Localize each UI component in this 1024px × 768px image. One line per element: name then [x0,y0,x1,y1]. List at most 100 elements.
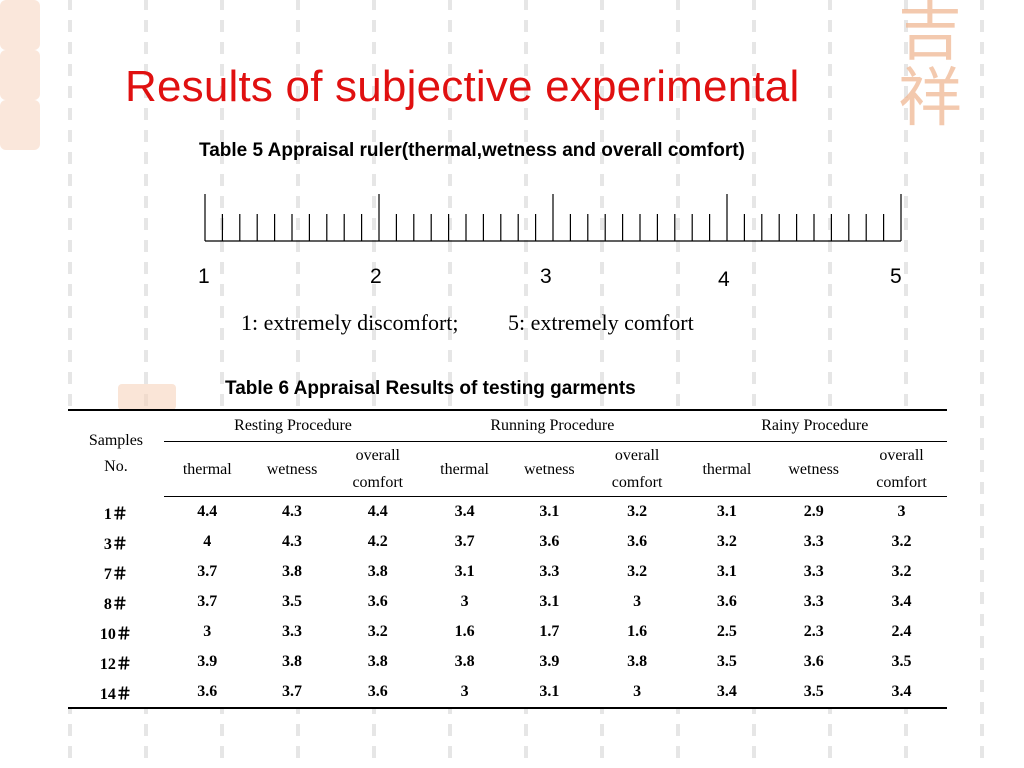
ruler-label: 2 [370,265,382,288]
value-cell: 1.6 [454,623,475,640]
value-cell: 4.4 [367,503,388,520]
value-cell: 3.6 [367,683,388,700]
value-cell: 3 [460,593,469,610]
table-row: 14＃ 3.6 3.7 3.6 3 3.1 3 3.4 3.5 3.4 [68,677,947,708]
value-cell: 3.5 [803,683,824,700]
table-row: 10＃ 3 3.3 3.2 1.6 1.7 1.6 2.5 2.3 2.4 [68,617,947,647]
sub-header-overall-line1: overall [614,447,660,464]
appraisal-ruler [204,194,902,242]
sample-no-cell: 7＃ [103,566,128,583]
ruler-label: 4 [718,268,730,291]
value-cell: 3.5 [891,653,912,670]
sub-header-wetness: wetness [771,441,857,497]
procedure-header-running: Running Procedure [422,410,683,442]
legend-left: 1: extremely discomfort; [241,310,459,335]
value-cell: 3.5 [282,593,303,610]
value-cell: 3.4 [716,683,737,700]
value-cell: 4.3 [282,533,303,550]
value-cell: 3.5 [716,653,737,670]
samples-header: Samples No. [68,410,164,497]
value-cell: 3.2 [891,533,912,550]
sub-header-overall-comfort: overall comfort [591,441,683,497]
procedure-header-resting: Resting Procedure [163,410,423,442]
value-cell: 3.2 [716,533,737,550]
samples-header-line2: No. [104,457,128,475]
value-cell: 3.9 [197,653,218,670]
sample-no-cell: 8＃ [103,596,128,613]
ruler-label: 3 [540,265,552,288]
value-cell: 3.1 [716,503,737,520]
table-row: 7＃ 3.7 3.8 3.8 3.1 3.3 3.2 3.1 3.3 3.2 [68,557,947,587]
seal-watermark-icon: 吉祥 [898,0,962,136]
seal-watermark-icon [118,384,176,410]
ruler-label: 5 [890,265,902,288]
value-cell: 3.3 [803,593,824,610]
value-cell: 3.8 [454,653,475,670]
table-row: 3＃ 4 4.3 4.2 3.7 3.6 3.6 3.2 3.3 3.2 [68,527,947,557]
value-cell: 4.2 [367,533,388,550]
value-cell: 3.6 [716,593,737,610]
sub-header-wetness: wetness [506,441,592,497]
value-cell: 3 [633,593,642,610]
value-cell: 3.8 [627,653,648,670]
value-cell: 3.6 [367,593,388,610]
sample-no-cell: 3＃ [103,536,128,553]
value-cell: 3.2 [367,623,388,640]
value-cell: 3.8 [367,563,388,580]
procedure-header-rainy: Rainy Procedure [682,410,947,442]
value-cell: 1.6 [627,623,648,640]
table6-caption: Table 6 Appraisal Results of testing gar… [225,378,636,399]
sample-no-cell: 14＃ [99,686,132,703]
results-body: 1＃ 4.4 4.3 4.4 3.4 3.1 3.2 3.1 2.9 3 3＃ 4 4.3 4.2 3.7 3… [68,497,947,709]
value-cell: 3.1 [539,593,560,610]
value-cell: 3.7 [197,593,218,610]
value-cell: 3.2 [627,563,648,580]
sub-header-overall-comfort: overall comfort [856,441,947,497]
sub-header-overall-line1: overall [355,447,400,464]
sub-header-overall-line2: comfort [352,474,404,491]
sample-no-cell: 12＃ [99,656,132,673]
sub-header-overall-comfort: overall comfort [333,441,423,497]
value-cell: 3.7 [197,563,218,580]
slide-title: Results of subjective experimental [125,62,800,111]
value-cell: 3 [897,503,906,520]
value-cell: 1.7 [539,623,560,640]
ruler-label: 1 [198,265,210,288]
value-cell: 3.1 [454,563,475,580]
value-cell: 4 [203,533,212,550]
value-cell: 3.3 [803,533,824,550]
results-table: Samples No. Resting Procedure Running Pro… [68,409,947,709]
value-cell: 3 [633,683,642,700]
table5-caption: Table 5 Appraisal ruler(thermal,wetness … [199,140,745,161]
value-cell: 3.1 [539,683,560,700]
legend-right: 5: extremely comfort [508,310,694,335]
sample-no-cell: 10＃ [99,626,132,643]
value-cell: 3.6 [627,533,648,550]
value-cell: 4.3 [282,503,303,520]
value-cell: 3.6 [197,683,218,700]
value-cell: 3 [460,683,469,700]
value-cell: 3.8 [367,653,388,670]
sub-header-thermal: thermal [682,441,772,497]
sub-header-thermal: thermal [163,441,251,497]
value-cell: 3.9 [539,653,560,670]
value-cell: 3.1 [716,563,737,580]
value-cell: 2.4 [891,623,912,640]
table-row: 1＃ 4.4 4.3 4.4 3.4 3.1 3.2 3.1 2.9 3 [68,497,947,528]
sub-header-row: thermal wetness overall comfort thermal wetne… [68,441,947,497]
sub-header-wetness: wetness [250,441,334,497]
table-row: 8＃ 3.7 3.5 3.6 3 3.1 3 3.6 3.3 3.4 [68,587,947,617]
value-cell: 3.4 [454,503,475,520]
value-cell: 2.9 [803,503,824,520]
sub-header-thermal: thermal [422,441,507,497]
value-cell: 3.4 [891,683,912,700]
value-cell: 4.4 [197,503,218,520]
sub-header-overall-line1: overall [879,447,924,464]
value-cell: 3.7 [454,533,475,550]
ruler-legend: 1: extremely discomfort; 5: extremely co… [241,310,694,336]
sub-header-overall-line2: comfort [876,474,927,491]
sample-no-cell: 1＃ [103,505,128,523]
value-cell: 3.8 [282,563,303,580]
value-cell: 3.1 [539,503,560,520]
seal-watermark-icon [0,50,40,100]
